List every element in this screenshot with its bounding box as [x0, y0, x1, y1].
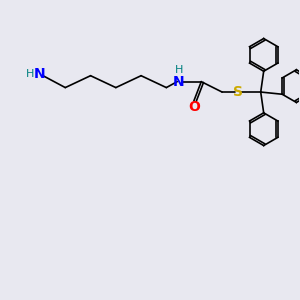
- Text: H: H: [26, 69, 34, 79]
- Text: N: N: [173, 75, 185, 88]
- Text: H: H: [175, 65, 183, 75]
- Text: N: N: [34, 67, 46, 81]
- Text: S: S: [233, 85, 243, 99]
- Text: O: O: [188, 100, 200, 115]
